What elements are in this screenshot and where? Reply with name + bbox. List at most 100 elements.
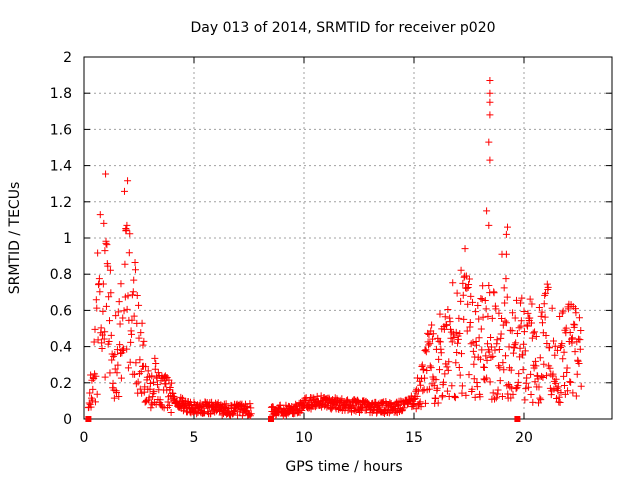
data-point — [152, 359, 160, 367]
data-point — [541, 313, 549, 321]
data-point — [94, 336, 102, 344]
data-point — [459, 279, 467, 287]
data-point — [247, 404, 255, 412]
data-point — [423, 366, 431, 374]
y-tick-label: 1.4 — [50, 159, 72, 175]
data-point — [477, 325, 485, 333]
data-point — [422, 348, 430, 356]
data-point — [238, 412, 246, 420]
data-point — [426, 362, 434, 370]
data-point — [467, 292, 475, 300]
data-point — [507, 366, 515, 374]
data-point — [432, 395, 440, 403]
data-point — [465, 371, 473, 379]
data-point — [140, 337, 148, 345]
data-point — [485, 348, 493, 356]
data-point — [467, 340, 475, 348]
data-point — [485, 221, 493, 229]
data-point — [566, 378, 574, 386]
data-point — [485, 138, 493, 146]
data-point — [102, 302, 110, 310]
data-point — [462, 391, 470, 399]
data-point — [471, 393, 479, 401]
data-point — [538, 372, 546, 380]
data-point — [516, 344, 524, 352]
data-point — [426, 340, 434, 348]
data-point — [540, 360, 548, 368]
data-point — [132, 359, 140, 367]
data-point — [542, 372, 550, 380]
data-point — [117, 350, 125, 358]
data-point — [104, 262, 112, 270]
data-point — [128, 330, 136, 338]
data-point — [476, 393, 484, 401]
data-point — [117, 374, 125, 382]
data-point — [503, 382, 511, 390]
data-point — [444, 305, 452, 313]
chart-title: Day 013 of 2014, SRMTID for receiver p02… — [190, 20, 495, 36]
data-point — [125, 249, 133, 257]
data-point — [448, 338, 456, 346]
y-tick-label: 0.4 — [50, 340, 72, 356]
data-point — [470, 360, 478, 368]
data-point — [546, 344, 554, 352]
data-point — [534, 375, 542, 383]
data-point — [542, 332, 550, 340]
data-point — [575, 314, 583, 322]
data-point — [454, 339, 462, 347]
data-point — [520, 340, 528, 348]
data-point — [218, 411, 226, 419]
data-point — [117, 280, 125, 288]
data-point — [116, 341, 124, 349]
data-point — [131, 370, 139, 378]
data-point — [123, 221, 131, 229]
data-point — [335, 405, 343, 413]
data-point — [448, 382, 456, 390]
data-point — [502, 352, 510, 360]
data-point — [472, 308, 480, 316]
data-point — [557, 343, 565, 351]
data-point — [491, 395, 499, 403]
data-point — [166, 384, 174, 392]
data-point — [496, 377, 504, 385]
data-point — [101, 328, 109, 336]
data-point — [470, 375, 478, 383]
data-point — [349, 402, 357, 410]
data-point — [150, 378, 158, 386]
data-point — [452, 359, 460, 367]
data-point — [136, 356, 144, 364]
data-point — [480, 363, 488, 371]
data-point — [554, 383, 562, 391]
data-point — [575, 335, 583, 343]
data-point — [452, 328, 460, 336]
data-point — [502, 319, 510, 327]
data-point — [425, 385, 433, 393]
data-point — [295, 408, 303, 416]
data-marker-square — [85, 416, 92, 422]
data-point — [577, 326, 585, 334]
data-point — [435, 355, 443, 363]
data-point — [573, 370, 581, 378]
data-point — [555, 393, 563, 401]
data-point — [111, 351, 119, 359]
data-point — [494, 386, 502, 394]
data-point — [434, 399, 442, 407]
data-point — [298, 406, 306, 414]
data-point — [139, 341, 147, 349]
data-point — [114, 308, 122, 316]
data-point — [95, 275, 103, 283]
data-point — [520, 307, 528, 315]
x-tick-label: 20 — [515, 430, 533, 446]
y-tick-label: 1.8 — [50, 86, 72, 102]
data-point — [99, 280, 107, 288]
data-point — [502, 250, 510, 258]
data-point — [421, 346, 429, 354]
data-point — [519, 366, 527, 374]
data-point — [421, 399, 429, 407]
data-point — [128, 316, 136, 324]
data-point — [118, 347, 126, 355]
data-point — [105, 337, 113, 345]
data-point — [526, 314, 534, 322]
data-point — [123, 305, 131, 313]
